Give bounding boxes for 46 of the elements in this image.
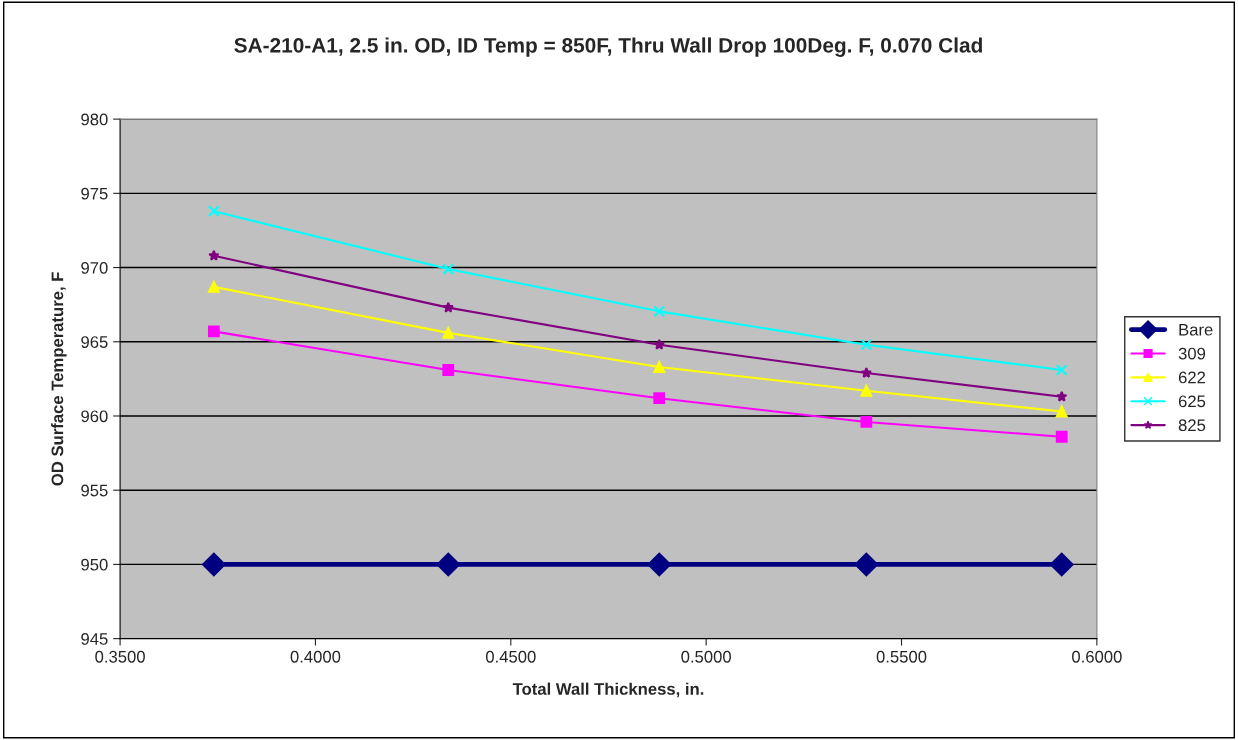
point [860,416,873,428]
point [442,263,455,275]
y-tick-label: 980 [81,113,108,126]
point [1049,552,1074,577]
point [860,338,873,351]
y-tick-label: 975 [81,187,108,200]
y-axis-title: OD Surface Temperature, F [51,272,67,486]
point [647,552,672,577]
y-tick-label: 965 [81,336,108,348]
point [442,326,455,339]
x-axis-title: Total Wall Thickness, in. [512,682,704,698]
chart-title: SA-210-A1, 2.5 in. OD, ID Temp = 850F, Thru Wall Drop 100Deg. F, 0.070 Clad [234,37,982,57]
point [1055,364,1068,376]
point [207,280,220,293]
x-tick-label: 0.5000 [681,650,731,663]
point [442,364,455,376]
legend-label: Bare [1179,323,1213,336]
point [207,205,220,218]
legend-label: 625 [1178,395,1206,408]
y-tick-label: 955 [81,484,108,497]
point [653,305,666,318]
point [653,392,666,405]
x-tick-label: 0.4500 [485,650,536,663]
point [436,552,461,577]
y-tick-label: 950 [81,558,108,571]
point [208,249,220,261]
point [860,384,873,397]
y-tick-label: 945 [81,633,108,645]
point [653,338,665,350]
point [207,325,220,338]
point [1055,405,1068,418]
point [860,367,873,378]
legend-label: 309 [1178,347,1206,360]
x-tick-label: 0.4000 [290,650,341,663]
point [202,552,226,577]
y-tick-label: 970 [81,261,108,274]
x-tick-label: 0.3500 [95,650,145,663]
legend-label: 825 [1178,419,1206,432]
legend-label: 622 [1178,371,1206,384]
y-tick-label: 960 [81,410,108,423]
point [442,301,454,313]
x-tick-label: 0.6000 [1072,650,1122,663]
point [854,552,879,577]
point [1056,390,1068,402]
x-tick-label: 0.5500 [876,650,927,663]
point [1055,430,1068,443]
